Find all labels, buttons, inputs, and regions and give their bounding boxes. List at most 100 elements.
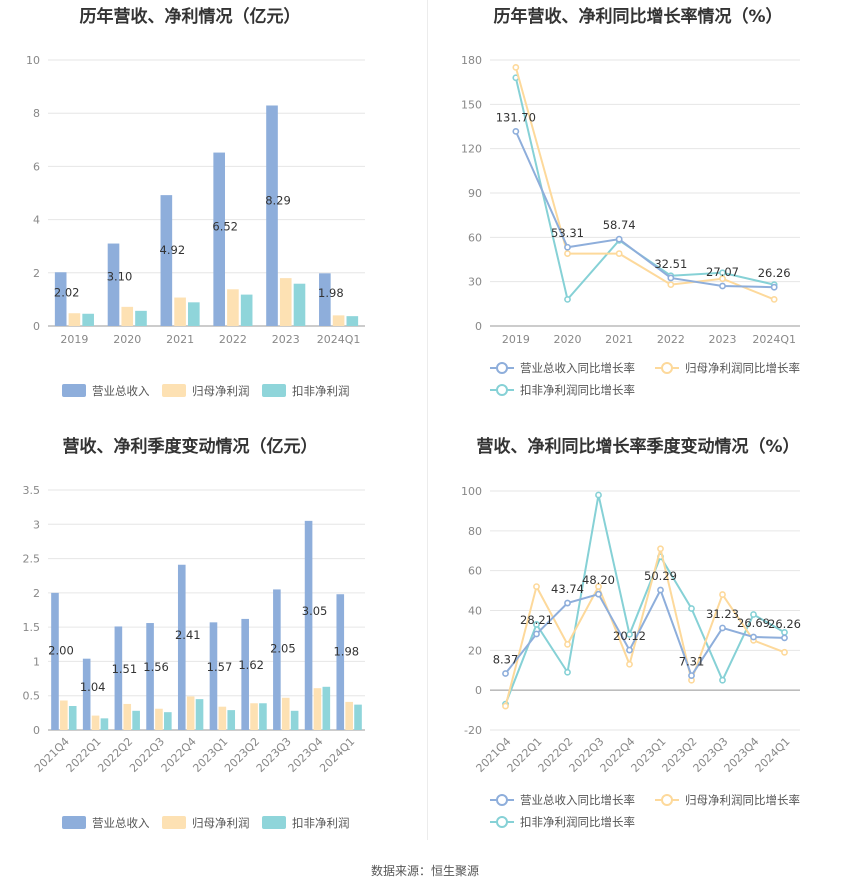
series-line — [514, 67, 775, 301]
line-point — [564, 640, 571, 648]
chart-title: 历年营收、净利同比增长率情况（%） — [493, 6, 782, 27]
legend-swatch — [162, 384, 186, 397]
data-source-note: 数据来源：恒生聚源 — [370, 864, 479, 878]
y-tick-label: 0 — [475, 320, 482, 333]
bar — [146, 623, 154, 730]
line-data-label: 27.07 — [706, 265, 739, 279]
bar — [68, 313, 81, 326]
legend-label: 扣非净利润 — [292, 384, 350, 398]
x-tick-label: 2023 — [272, 333, 300, 346]
line-point — [750, 633, 757, 641]
legend-label: 归母净利润同比增长率 — [685, 361, 800, 375]
chart-title: 营收、净利同比增长率季度变动情况（%） — [476, 436, 799, 457]
line-point — [564, 243, 571, 251]
y-tick-label: 2 — [33, 267, 40, 280]
legend-marker — [496, 384, 508, 396]
x-tick-label: 2024Q1 — [752, 333, 796, 346]
chart-title: 营收、净利季度变动情况（亿元） — [63, 436, 318, 457]
y-tick-label: 20 — [468, 644, 482, 657]
bar — [227, 289, 239, 326]
bar — [304, 520, 313, 730]
line-point — [781, 634, 788, 642]
line-data-label: 50.29 — [644, 569, 677, 583]
series-line — [514, 130, 775, 289]
legend-label: 营业总收入 — [92, 816, 150, 830]
bar-data-label: 1.56 — [143, 660, 169, 674]
legend-label: 营业总收入 — [92, 384, 150, 398]
y-tick-label: 6 — [33, 160, 40, 173]
series-line — [504, 548, 785, 707]
y-tick-label: 0.5 — [23, 690, 41, 703]
bar — [336, 594, 345, 730]
legend-swatch — [62, 816, 86, 829]
bar — [240, 294, 253, 326]
line-data-label: 32.51 — [654, 257, 687, 271]
line-point — [615, 235, 623, 243]
bar — [241, 618, 249, 730]
bar — [107, 243, 120, 326]
quarterly-revenue-profit-chart: 营收、净利季度变动情况（亿元） 0 0.5 1 1.5 2 2.5 3 3.5 2021Q4 202… — [0, 430, 425, 850]
y-tick-label: 30 — [468, 276, 482, 289]
chart-title: 历年营收、净利情况（亿元） — [80, 6, 301, 27]
legend-label: 营业总收入同比增长率 — [520, 793, 635, 807]
legend-marker — [661, 794, 673, 806]
quarterly-growth-rate-chart: 营收、净利同比增长率季度变动情况（%） -20 0 20 40 60 80 100 2021Q4… — [425, 430, 850, 850]
line-point — [533, 630, 540, 638]
legend-marker — [496, 794, 508, 806]
bar — [346, 316, 359, 326]
y-tick-label: 1 — [33, 655, 40, 668]
bar — [345, 701, 353, 730]
y-tick-label: 60 — [468, 565, 482, 578]
legend-label: 归母净利润 — [192, 816, 250, 830]
line-point — [657, 586, 664, 594]
y-tick-label: 120 — [461, 143, 482, 156]
y-tick-label: 60 — [468, 231, 482, 244]
line-point — [781, 648, 788, 656]
line-point — [750, 611, 757, 618]
bar — [160, 195, 173, 326]
annual-growth-rate-chart: 历年营收、净利同比增长率情况（%） 0 30 60 90 120 150 180 2019 202… — [425, 0, 850, 420]
line-point — [688, 605, 695, 612]
y-tick-label: 150 — [461, 98, 482, 111]
line-point — [564, 250, 571, 257]
bar-data-label: 1.98 — [318, 286, 344, 300]
bar — [313, 688, 322, 730]
line-point — [667, 281, 675, 289]
x-tick-label: 2021 — [605, 333, 633, 346]
line-point — [719, 624, 726, 632]
line-point — [626, 660, 633, 668]
bar-data-label: 1.98 — [333, 644, 359, 658]
x-tick-label: 2020 — [113, 333, 141, 346]
bar-data-label: 1.04 — [80, 680, 106, 694]
bar — [322, 686, 331, 730]
bar — [177, 564, 186, 730]
bar — [293, 283, 306, 326]
bar — [290, 710, 299, 730]
bar-data-label: 1.57 — [207, 660, 233, 674]
line-data-label: 53.31 — [551, 226, 584, 240]
line-point — [719, 676, 726, 684]
bar — [174, 297, 186, 326]
bar — [266, 105, 278, 327]
line-point — [770, 295, 778, 303]
line-data-label: 8.37 — [493, 652, 519, 666]
line-data-label: 26.69 — [737, 616, 770, 630]
bar — [91, 715, 100, 730]
y-tick-label: 100 — [461, 485, 482, 498]
line-point — [688, 672, 695, 680]
x-tick-label: 2019 — [502, 333, 530, 346]
bar — [354, 704, 362, 730]
bar — [195, 699, 204, 730]
y-tick-label: 0 — [33, 320, 40, 333]
legend-swatch — [262, 816, 286, 829]
bar — [186, 696, 195, 730]
bar-data-label: 1.62 — [238, 658, 264, 672]
line-data-label: 26.26 — [768, 617, 801, 631]
y-tick-label: 0 — [475, 684, 482, 697]
legend-label: 扣非净利润同比增长率 — [520, 383, 635, 397]
annual-revenue-profit-svg: 历年营收、净利情况（亿元） 0 2 4 6 8 10 2019 2020 2021 2022 2023… — [26, 6, 365, 398]
line-point — [512, 127, 520, 135]
y-tick-label: 10 — [26, 54, 40, 67]
line-point — [719, 275, 726, 283]
line-data-label: 28.21 — [520, 613, 553, 627]
